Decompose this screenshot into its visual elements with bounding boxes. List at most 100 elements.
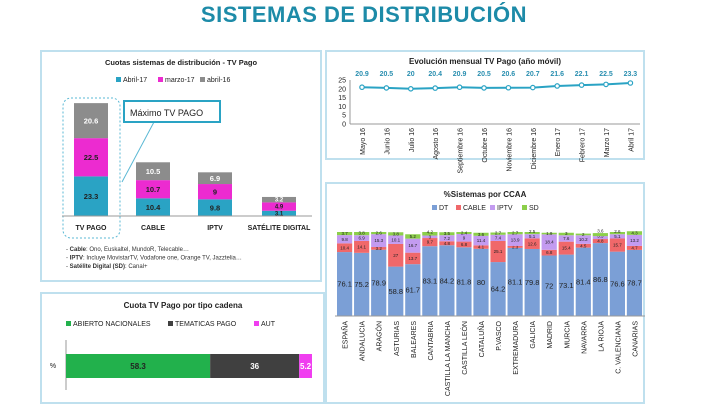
bar-segment [558,241,574,255]
y-tick-label: 20 [338,86,346,93]
x-tick-label: GALICIA [530,321,537,349]
data-label: 4.8 [444,241,451,246]
x-tick-label: MURCIA [564,321,571,349]
data-label: 10.4 [340,245,349,250]
bar-segment [473,235,489,246]
bar-segment [558,232,574,236]
x-tick-label: CATALUÑA [477,321,486,358]
legend-label: marzo-17 [165,77,195,84]
y-tick-label: 15 [338,95,346,102]
data-label: 3.5 [444,231,451,236]
data-label: 3.6 [597,229,604,234]
bar-segment [490,234,506,241]
bar-segment [541,232,557,235]
data-label: 15.4 [562,246,571,251]
data-point [432,85,439,91]
data-label: 72 [545,281,553,290]
data-label: 6.8 [461,242,468,247]
legend-label: ABIERTO NACIONALES [73,321,151,328]
bar-segment [541,249,557,256]
bar-segment [575,235,591,244]
bar-segment [524,248,540,316]
bar-segment [422,238,438,247]
bar-segment [354,252,370,316]
bar-segment [473,232,489,236]
chart3-title: %Sistemas por CCAA [444,190,527,199]
x-tick-label: C. VALENCIANA [615,321,622,374]
data-label: 76.6 [610,279,625,288]
x-tick-label: P.VASCO [496,320,503,350]
bar-segment [439,232,455,236]
data-label: 10.4 [146,203,161,212]
bar-segment [490,240,506,263]
data-label: 20.6 [502,71,516,78]
bar-segment [354,232,370,236]
legend-label: DT [439,205,449,212]
footnote-label: Cable [70,247,87,253]
data-point [529,84,536,91]
bar-segment [405,234,421,239]
x-tick-label: Julio 16 [409,128,416,152]
bar-segment [439,241,455,246]
bar-segment [609,251,625,316]
data-label: 58.8 [388,287,403,296]
bar-segment [74,103,108,139]
x-tick-label: Junio 16 [384,128,391,155]
bar-segment [66,354,211,378]
bar-segment [262,202,296,211]
bar-segment [371,247,387,250]
x-tick-label: CANTABRIA [428,321,435,361]
data-point [407,86,414,92]
data-label: 20.9 [453,71,467,78]
data-label: 61.7 [405,286,420,295]
x-tick-label: Noviembre 16 [506,128,513,172]
legend-swatch-2 [254,321,259,326]
bar-segment [558,235,574,242]
data-label: 83.1 [423,277,438,286]
data-label: 13.9 [511,238,520,243]
data-label: 81.4 [576,277,591,286]
x-tick-label: CASTILLA LA MANCHA [445,321,452,396]
data-label: 3.2 [376,246,383,251]
bar-segment [507,234,523,246]
data-label: 15.3 [374,238,383,243]
data-label: 14.1 [357,244,366,249]
data-label: 4.8 [597,239,604,244]
data-label: 22.5 [84,153,99,162]
x-tick-label: Agosto 16 [433,128,440,160]
category-label: CABLE [141,225,165,232]
data-label: 9 [213,187,217,196]
data-label: 18.4 [545,240,554,245]
data-label: 73.1 [559,281,574,290]
data-label: 2.7 [512,231,519,236]
legend-swatch-1 [456,205,461,210]
x-tick-label: Octubre 16 [482,128,489,163]
data-label: 23.3 [624,71,638,78]
bar-segment [575,247,591,316]
data-label: 20.5 [477,71,491,78]
x-tick-label: Septiembre 16 [458,128,465,174]
footnote-label: Satélite Digital (SD) [70,264,125,270]
x-tick-label: BALEARES [411,321,418,358]
bar-segment [456,232,472,235]
data-label: 5.1 [614,234,621,239]
x-tick-label: ESPAÑA [341,321,350,349]
data-point [359,84,365,91]
footnote: - Cable: Ono, Euskaltel, MundoR, Telecab… [66,247,189,253]
legend-label: Abril-17 [123,77,147,84]
bar-segment [592,243,608,316]
data-point [554,83,561,89]
y-tick-label: 0 [342,122,346,129]
data-label: 5.2 [300,362,312,371]
data-label: 80 [477,278,485,287]
y-tick-label: 25 [338,78,346,85]
footnote-text: : Canal+ [125,264,148,270]
highlight-box [62,97,121,239]
bar-segment [198,172,232,185]
data-label: 9.7 [427,240,434,245]
data-point [456,84,463,91]
data-label: 78.9 [371,278,386,287]
callout-arrow [121,121,155,183]
legend-label: TEMATICAS PAGO [175,321,237,328]
data-label: 20.4 [428,71,442,78]
